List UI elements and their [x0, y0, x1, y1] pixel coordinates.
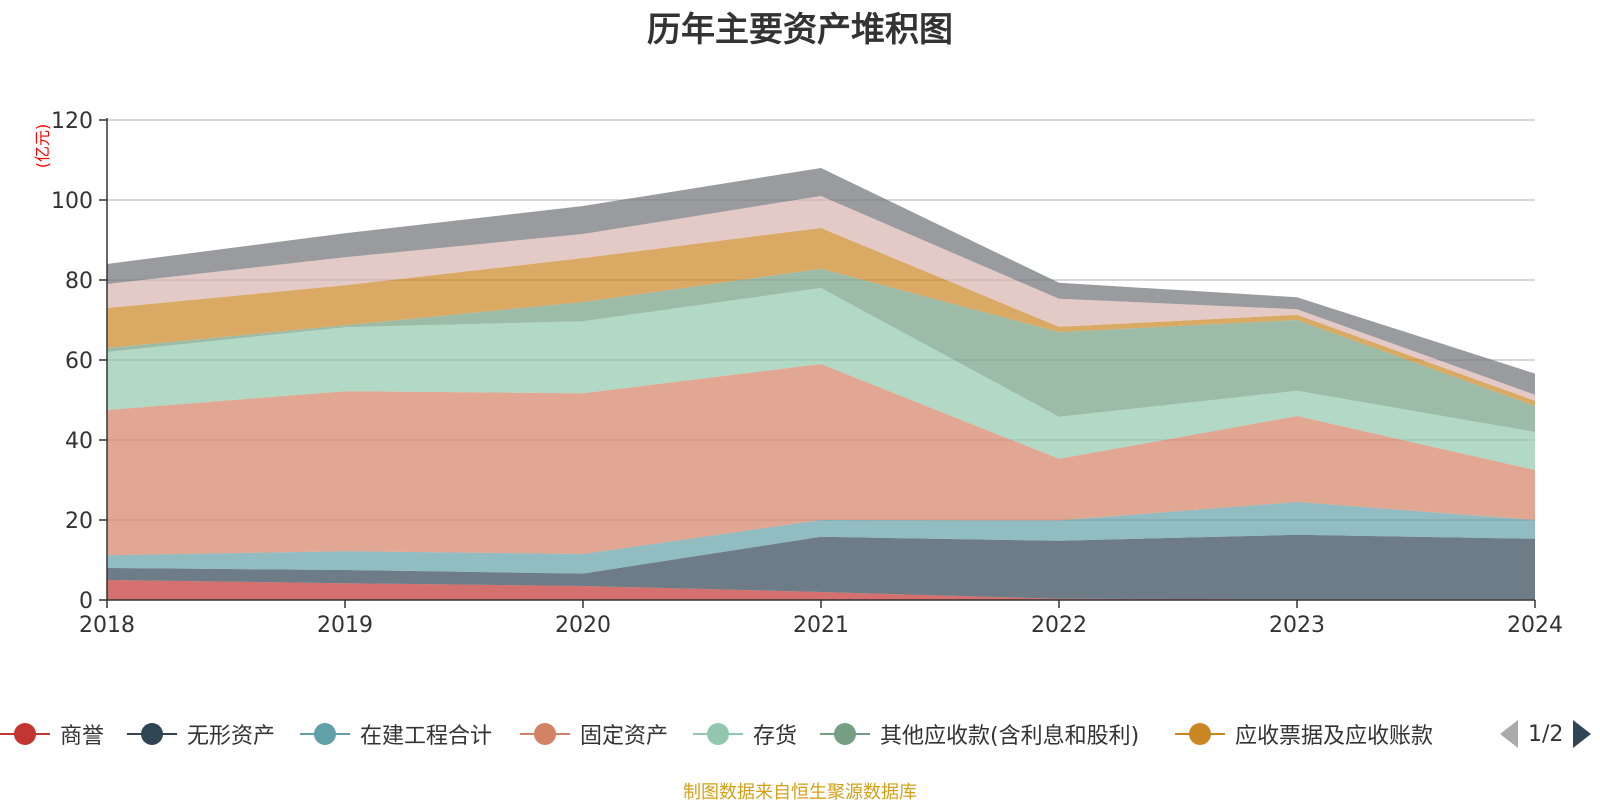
area-series: [107, 168, 1535, 600]
legend-circle-icon: [1175, 722, 1225, 746]
legend-pager: 1/2: [1500, 714, 1592, 754]
pager-text: 1/2: [1528, 721, 1564, 747]
legend-item-fixed-assets[interactable]: 固定资产: [520, 714, 668, 754]
legend-circle-icon: [520, 722, 570, 746]
legend-item-notes-and-accounts-receivable[interactable]: 应收票据及应收账款: [1175, 714, 1433, 754]
y-tick-label: 80: [65, 269, 93, 294]
legend-label: 在建工程合计: [360, 724, 493, 749]
next-page-arrow-icon[interactable]: [1573, 720, 1592, 748]
area-series-8: [107, 168, 1535, 395]
y-tick-label: 40: [65, 429, 93, 454]
legend-label: 无形资产: [187, 724, 276, 749]
legend-label: 存货: [753, 724, 798, 749]
legend-item-other-receivables[interactable]: 其他应收款(含利息和股利): [820, 714, 1139, 754]
area-series-2: [107, 502, 1535, 574]
axes: 0 20 40 60 80 100 120 2018 2019 2020 2021 2022 2023 2…: [51, 109, 1563, 638]
legend-label: 应收票据及应收账款: [1235, 724, 1434, 749]
legend-circle-icon: [820, 722, 870, 746]
legend-circle-icon: [0, 722, 50, 746]
x-tick-label: 2022: [1031, 613, 1087, 638]
legend-circle-icon: [127, 722, 177, 746]
legend-circle-icon: [300, 722, 350, 746]
y-tick-label: 120: [51, 109, 93, 134]
area-series-3: [107, 364, 1535, 556]
y-tick-label: 0: [79, 589, 93, 614]
x-tick-label: 2024: [1507, 613, 1563, 638]
legend-item-goodwill[interactable]: 商誉: [0, 714, 104, 754]
area-series-0: [107, 580, 1535, 600]
area-series-6: [107, 228, 1535, 406]
legend-item-inventory[interactable]: 存货: [693, 714, 797, 754]
area-series-7: [107, 196, 1535, 401]
legend-circle-icon: [693, 722, 743, 746]
x-tick-label: 2021: [793, 613, 849, 638]
x-tick-label: 2023: [1269, 613, 1325, 638]
source-note: 制图数据来自恒生聚源数据库: [683, 782, 917, 803]
legend: 商誉 无形资产 在建工程合计 固定资产 存货 其他应收款(含利息和股利) 应: [0, 714, 1600, 754]
legend-label: 固定资产: [580, 724, 669, 749]
area-series-5: [107, 268, 1535, 432]
legend-label: 其他应收款(含利息和股利): [880, 724, 1140, 749]
legend-item-intangible-assets[interactable]: 无形资产: [127, 714, 275, 754]
area-series-4: [107, 288, 1535, 470]
chart-title: 历年主要资产堆积图: [647, 10, 953, 50]
legend-item-construction-in-progress[interactable]: 在建工程合计: [300, 714, 492, 754]
y-tick-label: 60: [65, 349, 93, 374]
area-series-1: [107, 534, 1535, 600]
y-tick-label: 100: [51, 189, 93, 214]
y-tick-label: 20: [65, 509, 93, 534]
y-axis-unit-label: (亿元): [33, 124, 52, 169]
x-tick-label: 2020: [555, 613, 611, 638]
previous-page-arrow-icon[interactable]: [1500, 720, 1518, 748]
legend-label: 商誉: [60, 724, 105, 749]
x-tick-label: 2019: [317, 613, 373, 638]
x-tick-label: 2018: [79, 613, 135, 638]
